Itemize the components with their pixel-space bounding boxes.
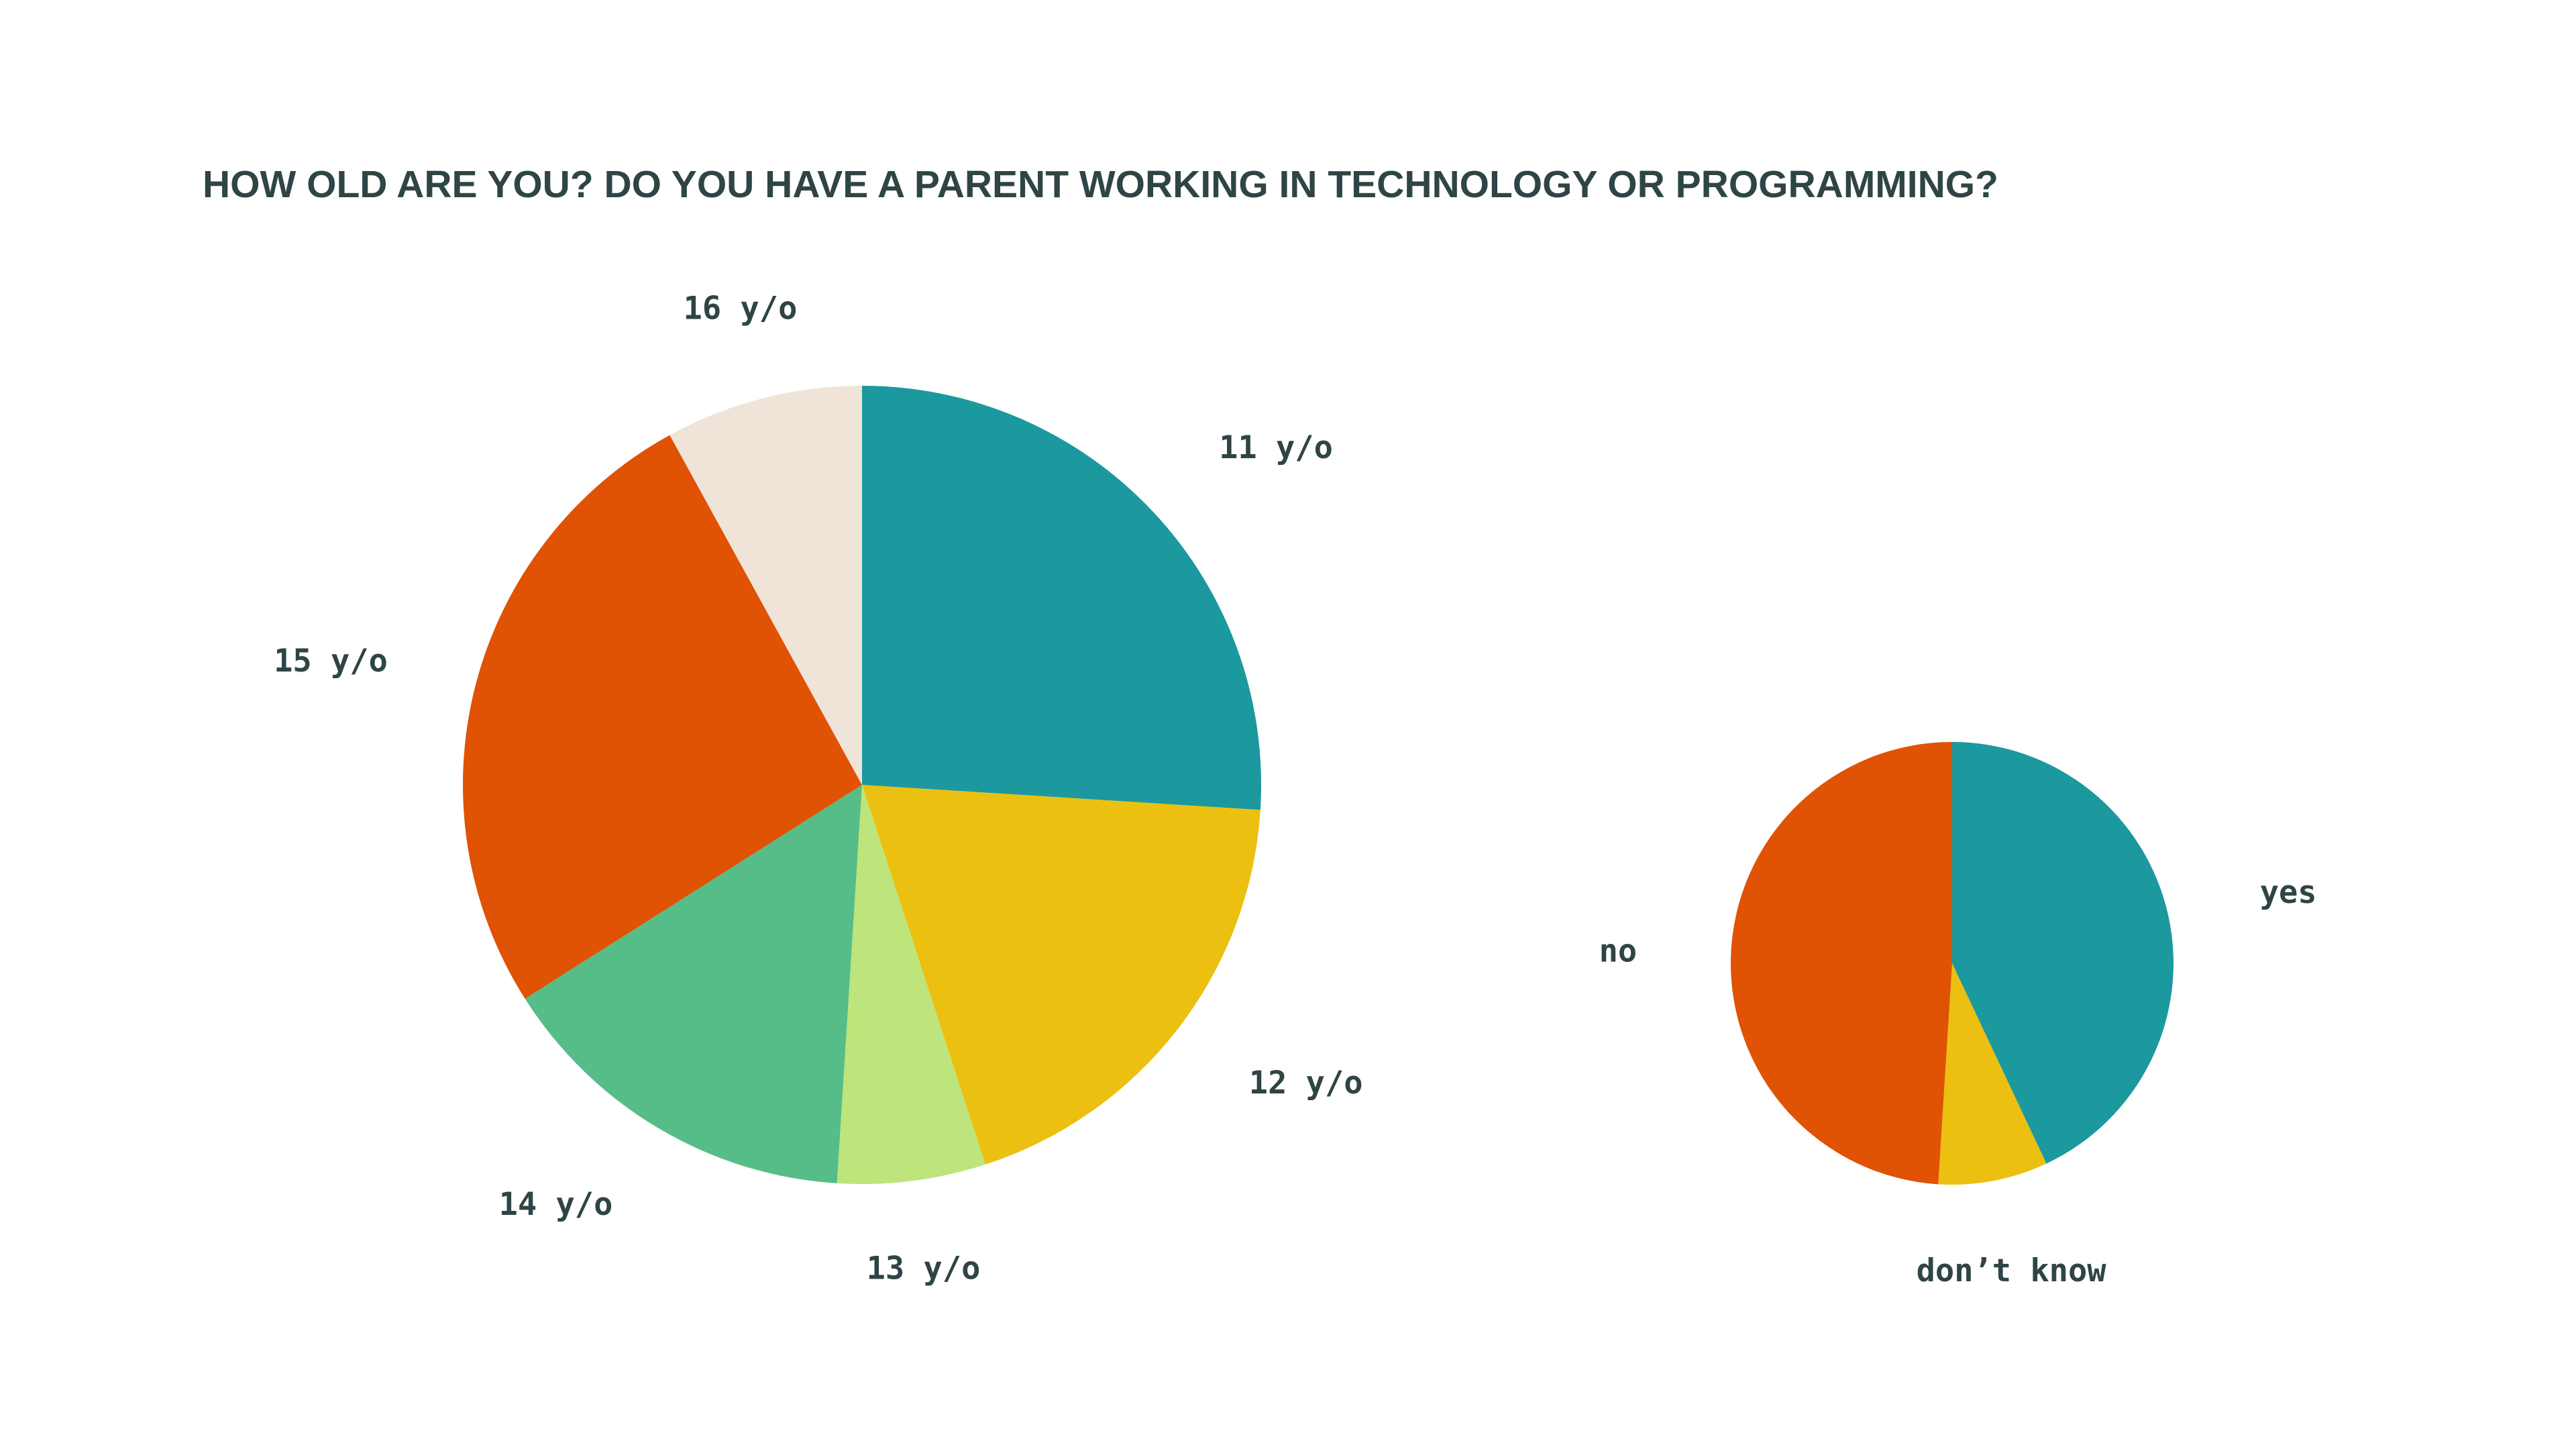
age-pie-labels: 11 y/o 12 y/o 13 y/o 14 y/o 15 y/o 16 y/o [274, 290, 1362, 1287]
age-slice-11-y-o [862, 386, 1262, 810]
age-pie-chart [462, 386, 1262, 1185]
age-slice-15-y-o [462, 435, 862, 999]
age-slice-14-y-o [525, 785, 862, 1183]
age-slice-16-y-o [669, 386, 862, 785]
parent-pie-chart [1730, 742, 2174, 1185]
age-label-13-y-o: 13 y/o [867, 1250, 981, 1287]
parent-slice-yes [1952, 742, 2174, 1164]
age-label-12-y-o: 12 y/o [1249, 1065, 1363, 1102]
parent-label-no: no [1599, 933, 1638, 970]
age-label-11-y-o: 11 y/o [1219, 429, 1333, 466]
chart-title: HOW OLD ARE YOU? DO YOU HAVE A PARENT WO… [203, 163, 1998, 206]
age-label-14-y-o: 14 y/o [499, 1186, 613, 1223]
parent-slice-no [1730, 742, 1952, 1185]
age-slice-13-y-o [837, 785, 985, 1185]
parent-label-don-t-know: don’t know [1917, 1252, 2107, 1289]
parent-pie-labels: yes don’t know no [1599, 874, 2317, 1289]
parent-label-yes: yes [2260, 874, 2317, 911]
age-label-16-y-o: 16 y/o [684, 290, 798, 327]
age-slice-12-y-o [862, 785, 1260, 1165]
parent-slice-don-t-know [1938, 963, 2047, 1185]
age-label-15-y-o: 15 y/o [274, 643, 388, 680]
